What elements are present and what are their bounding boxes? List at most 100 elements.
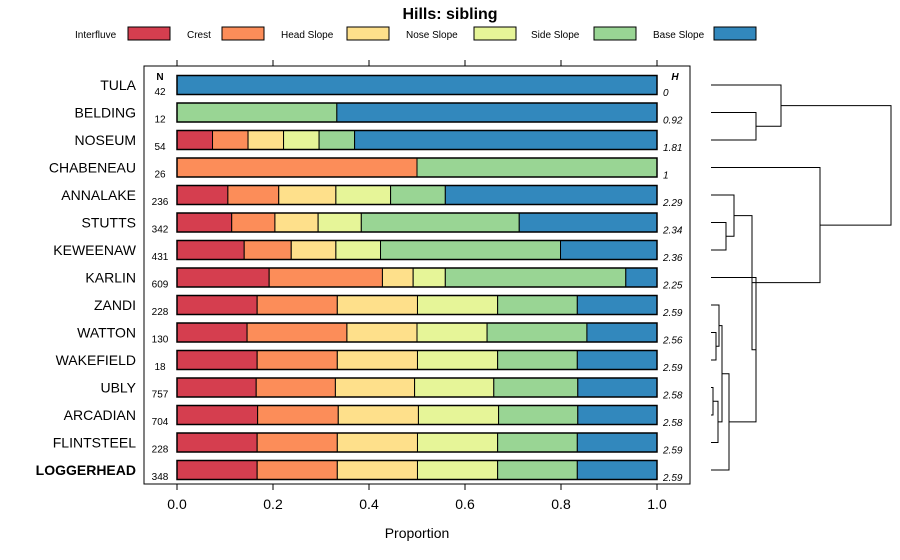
x-axis-label: Proportion	[385, 525, 450, 541]
bar-segment-nose-slope	[317, 212, 362, 233]
category-label: ZANDI	[94, 297, 136, 313]
h-value: 1.81	[663, 143, 682, 154]
bar-segment-interfluve	[176, 322, 248, 343]
bar-segment-crest	[255, 377, 336, 398]
bar-segment-head-slope	[336, 350, 418, 370]
n-value: 236	[152, 197, 169, 208]
row-watton: WATTON 130 2.56	[77, 322, 683, 347]
legend-label-nose-slope: Nose Slope	[406, 30, 458, 41]
category-label: TULA	[100, 77, 136, 93]
legend-label-head-slope: Head Slope	[281, 30, 334, 41]
row-stutts: STUTTS 342 2.34	[82, 212, 683, 237]
dendrogram-branch	[711, 222, 727, 251]
category-label: NOSEUM	[75, 132, 136, 148]
bar-segment-interfluve	[176, 240, 245, 260]
category-label: WATTON	[77, 325, 136, 341]
dendrogram-branch	[711, 304, 720, 347]
x-tick-label: 0.6	[455, 496, 475, 512]
bar-segment-crest	[256, 432, 338, 453]
bar-segment-side-slope	[497, 295, 578, 315]
h-header: H	[671, 72, 679, 83]
x-tick-label: 0.0	[167, 496, 187, 512]
bar-segment-side-slope	[497, 350, 578, 370]
bar-segment-nose-slope	[335, 240, 382, 260]
n-value: 12	[154, 115, 166, 126]
bar-segment-interfluve	[176, 350, 258, 370]
bar-segment-interfluve	[176, 295, 258, 315]
bar-outline	[176, 294, 658, 316]
row-arcadian: ARCADIAN 704 2.58	[64, 404, 683, 429]
bar-segment-head-slope	[336, 460, 418, 480]
bar-outline	[176, 377, 658, 398]
bar-segment-base-slope	[354, 130, 658, 150]
category-label: STUTTS	[82, 215, 136, 231]
bar-segment-head-slope	[334, 377, 416, 398]
bar-segment-nose-slope	[335, 185, 392, 205]
x-tick-label: 0.2	[263, 496, 283, 512]
bar-segment-base-slope	[518, 212, 658, 233]
bar-segment-side-slope	[318, 130, 356, 150]
h-value: 2.36	[662, 253, 683, 264]
legend-swatch-crest	[221, 26, 265, 41]
row-tula: TULA 42 0	[100, 74, 669, 99]
row-karlin: KARLIN 609 2.25	[85, 267, 683, 292]
bar-segment-head-slope	[337, 405, 419, 425]
bar-segment-base-slope	[576, 460, 658, 480]
category-label: WAKEFIELD	[56, 352, 136, 368]
bar-segment-nose-slope	[416, 295, 499, 315]
n-value: 757	[152, 390, 169, 401]
row-flintsteel: FLINTSTEEL 228 2.59	[53, 432, 683, 457]
bar-segment-nose-slope	[416, 322, 488, 343]
bar-outline	[176, 322, 658, 343]
rows: TULA 42 0 BELDING 12 0.92 NOSEUM 54 1.81 CHABENEA…	[36, 74, 683, 484]
bar-segment-base-slope	[586, 322, 658, 343]
bar-segment-base-slope	[444, 185, 658, 205]
legend-swatch-base-slope	[713, 26, 757, 41]
category-label: LOGGERHEAD	[36, 462, 136, 478]
n-value: 348	[152, 472, 169, 483]
bar-outline	[176, 212, 658, 233]
h-value: 2.59	[662, 473, 683, 484]
category-label: BELDING	[75, 105, 136, 121]
bar-segment-side-slope	[390, 185, 446, 205]
legend-label-side-slope: Side Slope	[531, 30, 580, 41]
bar-segment-head-slope	[290, 240, 337, 260]
legend-swatch-nose-slope	[473, 26, 517, 41]
bar-segment-interfluve	[176, 405, 259, 425]
bar-segment-base-slope	[336, 102, 658, 123]
bar-segment-side-slope	[493, 377, 579, 398]
h-value: 0.92	[663, 116, 683, 127]
h-value: 2.59	[662, 446, 683, 457]
bar-segment-crest	[212, 130, 249, 150]
bar-segment-crest	[243, 240, 292, 260]
bar-segment-head-slope	[346, 322, 418, 343]
bar-segment-nose-slope	[417, 405, 500, 425]
bar-segment-interfluve	[176, 130, 214, 150]
bar-segment-head-slope	[336, 295, 418, 315]
n-header: N	[156, 72, 163, 83]
bar-segment-base-slope	[577, 405, 658, 425]
category-label: FLINTSTEEL	[53, 435, 136, 451]
legend-label-interfluve: Interfluve	[75, 30, 117, 41]
bar-segment-nose-slope	[283, 130, 320, 150]
category-label: ARCADIAN	[64, 407, 136, 423]
h-value: 2.29	[662, 198, 683, 209]
bar-outline	[176, 459, 658, 481]
n-value: 704	[152, 417, 169, 428]
bar-segment-side-slope	[498, 405, 579, 425]
n-value: 54	[154, 142, 166, 153]
bar-outline	[176, 432, 658, 453]
bar-segment-nose-slope	[416, 460, 499, 480]
bar-segment-crest	[257, 405, 339, 425]
category-label: KARLIN	[85, 270, 136, 286]
bar-segment-base-slope	[576, 432, 658, 453]
bar-segment-base-slope	[576, 295, 658, 315]
bar-segment-interfluve	[176, 212, 233, 233]
legend-swatch-head-slope	[346, 26, 390, 41]
bar-segment-nose-slope	[416, 432, 499, 453]
n-value: 130	[152, 335, 169, 346]
row-wakefield: WAKEFIELD 18 2.59	[56, 349, 683, 374]
bar-segment-base-slope	[577, 377, 658, 398]
bar-segment-side-slope	[497, 460, 578, 480]
category-label: UBLY	[100, 380, 136, 396]
